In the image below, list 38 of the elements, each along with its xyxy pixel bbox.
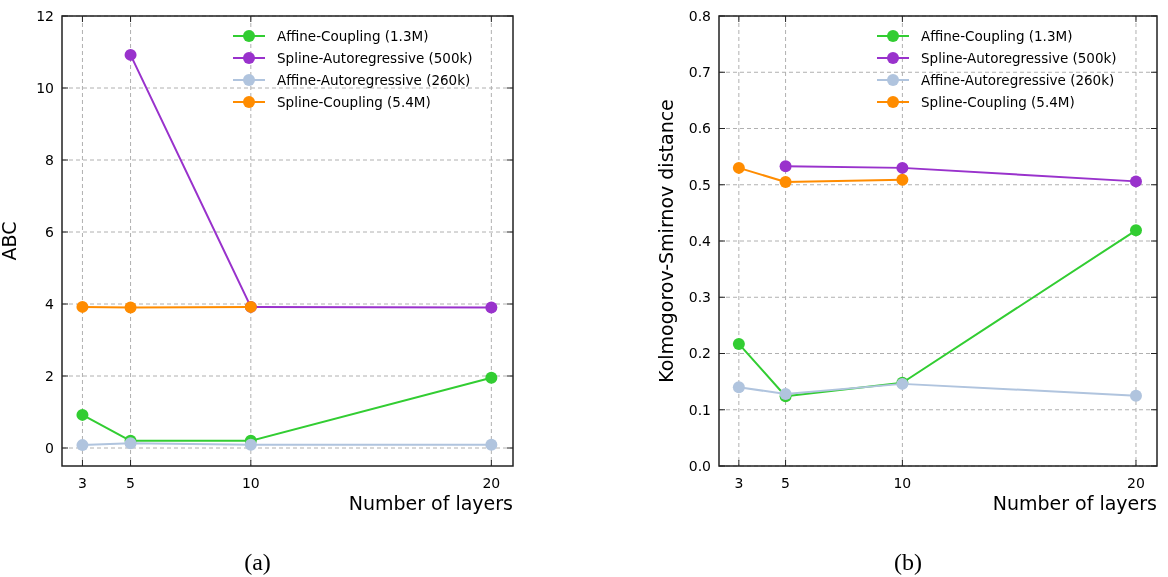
x-tick-label: 3: [77, 475, 87, 491]
y-tick-label: 0.6: [688, 120, 712, 137]
text: (a): [244, 549, 271, 575]
legend-label: Spline-Autoregressive (500k): [921, 49, 1117, 66]
y-tick-label: 12: [36, 7, 54, 24]
legend-label: Affine-Coupling (1.3M): [921, 27, 1073, 44]
legend-label: Affine-Autoregressive (260k): [277, 71, 471, 88]
text: (b): [894, 549, 922, 575]
legend-label: Affine-Coupling (1.3M): [277, 27, 429, 44]
y-tick-label: 0.7: [688, 64, 711, 81]
x-tick-label: 20: [482, 475, 501, 491]
legend-label: Spline-Coupling (5.4M): [277, 93, 431, 110]
legend-label: Spline-Coupling (5.4M): [921, 93, 1075, 110]
y-tick-label: 6: [45, 223, 55, 240]
y-tick-label: 0.5: [688, 176, 711, 193]
x-tick-label: 5: [126, 475, 136, 491]
y-tick-label: 0.8: [688, 7, 711, 24]
y-tick-label: 0.3: [688, 289, 711, 306]
x-tick-label: 10: [893, 475, 912, 491]
x-axis-title: Number of layers: [348, 492, 513, 514]
legend-label: Spline-Autoregressive (500k): [277, 49, 473, 66]
y-tick-label: 4: [45, 295, 55, 312]
y-tick-label: 10: [36, 79, 54, 96]
x-tick-label: 5: [781, 475, 791, 491]
y-tick-label: 0: [45, 439, 54, 456]
x-tick-label: 3: [734, 475, 744, 491]
y-axis-title: Kolmogorov-Smirnov distance: [655, 99, 677, 383]
y-tick-label: 0.1: [688, 401, 711, 418]
x-axis-title: Number of layers: [992, 492, 1157, 514]
y-axis-title: ABC: [0, 221, 20, 261]
y-tick-label: 2: [45, 367, 54, 384]
legend-label: Affine-Autoregressive (260k): [921, 71, 1115, 88]
y-tick-label: 0.2: [688, 345, 711, 362]
x-tick-label: 20: [1127, 475, 1145, 491]
y-tick-label: 0.0: [688, 457, 711, 474]
x-tick-label: 10: [241, 475, 260, 491]
y-tick-label: 8: [45, 151, 54, 168]
y-tick-label: 0.4: [688, 232, 712, 249]
